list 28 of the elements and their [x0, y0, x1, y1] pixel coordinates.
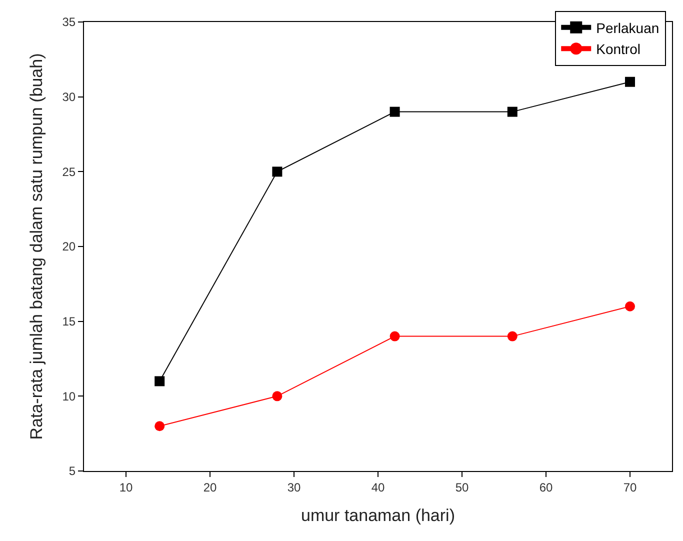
y-tick-label: 25: [62, 164, 76, 179]
point: [625, 301, 635, 312]
x-tick-label: 50: [455, 480, 469, 494]
point: [625, 76, 635, 87]
x-tick-label: 20: [203, 480, 217, 494]
y-tick-label: 15: [62, 314, 76, 329]
y-tick-label: 30: [62, 90, 76, 104]
point: [390, 331, 400, 342]
y-tick-label: 35: [62, 15, 76, 30]
legend-label: Kontrol: [596, 41, 640, 58]
y-tick-label: 5: [68, 464, 76, 478]
y-tick-label: 10: [62, 389, 76, 404]
point: [272, 166, 282, 177]
point: [154, 376, 165, 386]
point: [272, 391, 282, 402]
x-tick-label: 30: [287, 480, 301, 494]
y-tick-label: 20: [62, 240, 76, 254]
legend-label: Perlakuan: [596, 20, 660, 36]
point: [154, 421, 165, 432]
point: [507, 331, 518, 342]
x-tick-label: 60: [539, 480, 553, 494]
x-tick-label: 70: [623, 480, 637, 494]
x-tick-label: 10: [119, 480, 133, 494]
x-tick-label: 40: [371, 480, 385, 494]
point: [507, 106, 518, 117]
x-axis-title: umur tanaman (hari): [300, 506, 456, 525]
point: [390, 106, 400, 117]
y-axis-title: Rata-rata jumlah batang dalam satu rumpun (buah): [26, 53, 46, 440]
